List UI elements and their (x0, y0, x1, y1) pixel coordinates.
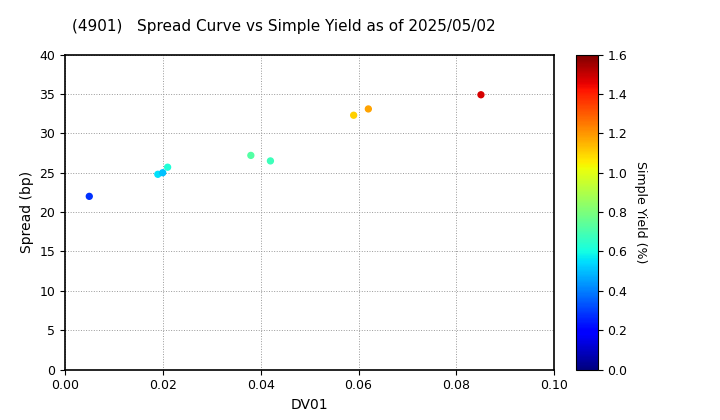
Point (265, 158, 276, 164)
X-axis label: DV01: DV01 (291, 398, 328, 412)
Point (475, 92, 487, 98)
Point (363, 105, 374, 112)
Point (162, 164, 174, 171)
Point (152, 171, 163, 178)
Point (157, 169, 168, 176)
Y-axis label: Simple Yield (%): Simple Yield (%) (634, 161, 647, 263)
Text: (4901)   Spread Curve vs Simple Yield as of 2025/05/02: (4901) Spread Curve vs Simple Yield as o… (72, 18, 495, 34)
Point (84, 193, 95, 199)
Point (348, 112, 359, 118)
Y-axis label: Spread (bp): Spread (bp) (19, 171, 34, 253)
Point (245, 152, 256, 159)
